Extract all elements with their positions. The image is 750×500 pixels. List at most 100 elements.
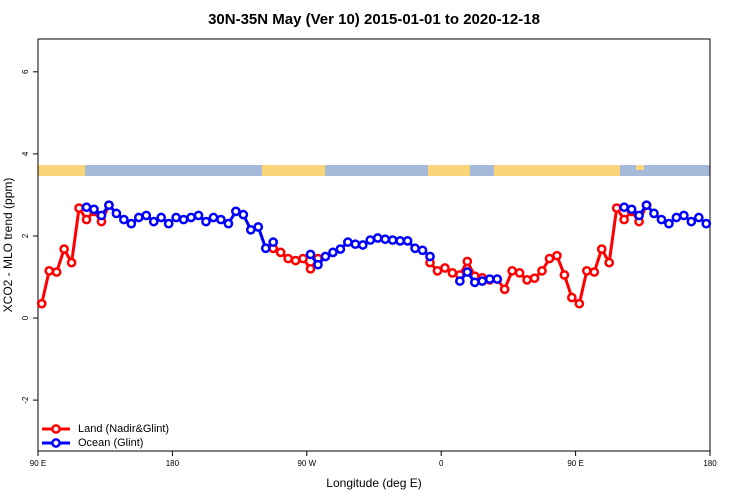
data-point xyxy=(96,210,107,221)
data-point xyxy=(537,266,547,276)
legend-label: Ocean (Glint) xyxy=(78,437,143,449)
data-point xyxy=(283,253,293,264)
data-point xyxy=(36,298,47,309)
x-tick-label: 90 E xyxy=(30,459,46,468)
data-point xyxy=(148,216,159,227)
x-axis-label: Longitude (deg E) xyxy=(326,476,421,490)
data-point xyxy=(417,245,428,256)
data-point xyxy=(290,255,301,266)
data-point xyxy=(596,244,607,254)
land-strip xyxy=(38,165,85,176)
data-point xyxy=(253,222,264,232)
data-point xyxy=(455,276,465,286)
data-point xyxy=(231,206,241,217)
data-point xyxy=(679,210,689,221)
data-point xyxy=(305,263,316,274)
data-point xyxy=(156,212,167,223)
data-point xyxy=(186,212,196,223)
data-point xyxy=(552,250,562,261)
data-point xyxy=(313,259,323,270)
data-point xyxy=(499,284,510,295)
data-point xyxy=(529,273,540,284)
data-point xyxy=(260,243,271,254)
data-point xyxy=(365,235,376,245)
data-point xyxy=(223,218,234,229)
y-tick-label: 4 xyxy=(21,151,30,156)
data-point xyxy=(343,237,353,247)
x-tick-label: 0 xyxy=(439,459,444,468)
y-tick-label: 6 xyxy=(21,69,30,74)
ocean-strip xyxy=(38,165,710,176)
data-point xyxy=(581,266,592,276)
data-point xyxy=(589,267,600,277)
data-point xyxy=(410,243,420,254)
data-point xyxy=(320,251,331,262)
data-point xyxy=(649,208,659,219)
data-point xyxy=(567,292,577,303)
data-point xyxy=(447,268,458,278)
data-point xyxy=(126,218,137,229)
data-point xyxy=(66,257,77,268)
data-point xyxy=(216,214,226,225)
data-point xyxy=(208,212,219,223)
data-point xyxy=(514,268,525,278)
data-point xyxy=(245,224,256,235)
plot-frame xyxy=(37,38,711,452)
data-point xyxy=(357,240,368,250)
data-point xyxy=(111,208,122,219)
x-tick-label: 180 xyxy=(166,459,180,468)
data-point xyxy=(193,210,204,221)
data-point xyxy=(440,263,450,273)
data-point xyxy=(305,249,316,260)
data-point xyxy=(626,204,637,215)
data-point xyxy=(671,212,682,223)
data-point xyxy=(693,212,704,223)
data-point xyxy=(611,203,622,213)
land-strip xyxy=(428,165,470,176)
x-tick-label: 90 W xyxy=(297,459,316,468)
y-axis-label: XCO2 - MLO trend (ppm) xyxy=(1,178,15,313)
data-point xyxy=(656,214,667,225)
data-point xyxy=(141,210,152,221)
data-point xyxy=(350,239,361,250)
data-point xyxy=(544,253,555,264)
data-point xyxy=(238,209,249,220)
y-tick-label: 2 xyxy=(21,233,30,238)
data-point xyxy=(507,266,517,276)
y-tick-label: 0 xyxy=(21,315,30,320)
data-point xyxy=(686,216,697,227)
data-point xyxy=(119,214,129,225)
data-point xyxy=(171,212,181,223)
data-point xyxy=(268,237,279,247)
data-point xyxy=(380,234,391,245)
data-point xyxy=(163,218,174,229)
data-point xyxy=(44,266,55,276)
legend-marker xyxy=(51,438,61,448)
data-point xyxy=(402,236,413,246)
legend-marker xyxy=(51,424,61,434)
data-point xyxy=(634,210,644,221)
data-point xyxy=(484,274,495,284)
data-point xyxy=(275,247,286,258)
land-strip xyxy=(636,165,644,170)
data-point xyxy=(664,218,674,229)
data-point xyxy=(425,251,435,262)
data-point xyxy=(133,212,144,223)
data-point xyxy=(492,274,503,284)
data-point xyxy=(395,236,405,246)
data-point xyxy=(178,214,189,225)
data-point xyxy=(328,247,338,258)
data-point xyxy=(469,277,480,288)
data-point xyxy=(559,270,570,280)
data-point xyxy=(619,214,629,225)
data-point xyxy=(477,276,488,286)
land-mask-strip xyxy=(38,165,710,176)
data-point xyxy=(462,256,473,267)
data-point xyxy=(619,202,629,213)
data-point xyxy=(604,257,615,268)
chart-title: 30N-35N May (Ver 10) 2015-01-01 to 2020-… xyxy=(208,11,540,28)
data-point xyxy=(462,267,473,277)
legend-label: Land (Nadir&Glint) xyxy=(78,423,169,435)
data-point xyxy=(74,203,84,213)
